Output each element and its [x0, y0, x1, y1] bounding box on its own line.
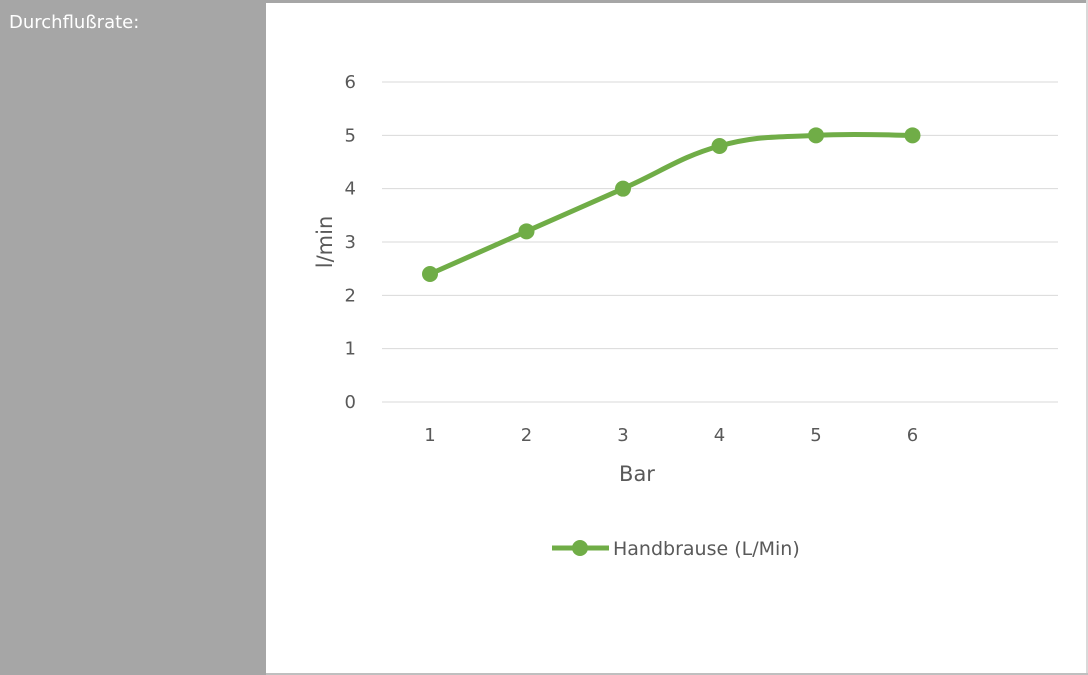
series-layer	[422, 127, 921, 282]
chart-area: 0 1 2 3 4 5 6 1 2 3 4 5 6 Bar l/min Handbrause (L/M…	[266, 3, 1088, 675]
y-tick-label: 0	[345, 392, 356, 413]
x-tick-labels: 1 2 3 4 5 6	[424, 425, 918, 446]
data-point	[422, 266, 438, 282]
data-point	[808, 127, 824, 144]
y-tick-label: 4	[345, 179, 356, 200]
y-tick-labels: 0 1 2 3 4 5 6	[345, 72, 356, 413]
y-tick-label: 5	[345, 125, 356, 146]
x-tick-label: 3	[617, 425, 628, 446]
side-panel: Durchflußrate:	[0, 0, 266, 675]
x-axis-title: Bar	[619, 462, 655, 486]
x-tick-label: 4	[714, 425, 725, 446]
side-panel-label: Durchflußrate:	[9, 12, 140, 33]
legend: Handbrause (L/Min)	[552, 538, 800, 560]
data-point	[904, 127, 921, 144]
data-point	[711, 138, 728, 154]
legend-label: Handbrause (L/Min)	[613, 538, 800, 560]
bottom-border	[266, 673, 1088, 675]
right-border	[1086, 0, 1088, 675]
y-tick-label: 3	[345, 232, 356, 253]
x-tick-label: 5	[810, 425, 821, 446]
top-divider	[266, 0, 1088, 3]
y-axis-title: l/min	[313, 216, 337, 269]
legend-marker-swatch	[572, 540, 588, 556]
x-tick-label: 1	[424, 425, 435, 446]
y-tick-label: 2	[345, 285, 356, 306]
flow-rate-chart: 0 1 2 3 4 5 6 1 2 3 4 5 6 Bar l/min Handbrause (L/M…	[313, 72, 1058, 560]
x-tick-label: 2	[521, 425, 532, 446]
data-point	[615, 180, 631, 197]
y-tick-label: 6	[345, 72, 356, 93]
data-point	[518, 223, 535, 240]
y-tick-label: 1	[345, 339, 356, 360]
gridlines	[382, 81, 1058, 403]
x-tick-label: 6	[907, 425, 918, 446]
series-line	[427, 131, 915, 277]
